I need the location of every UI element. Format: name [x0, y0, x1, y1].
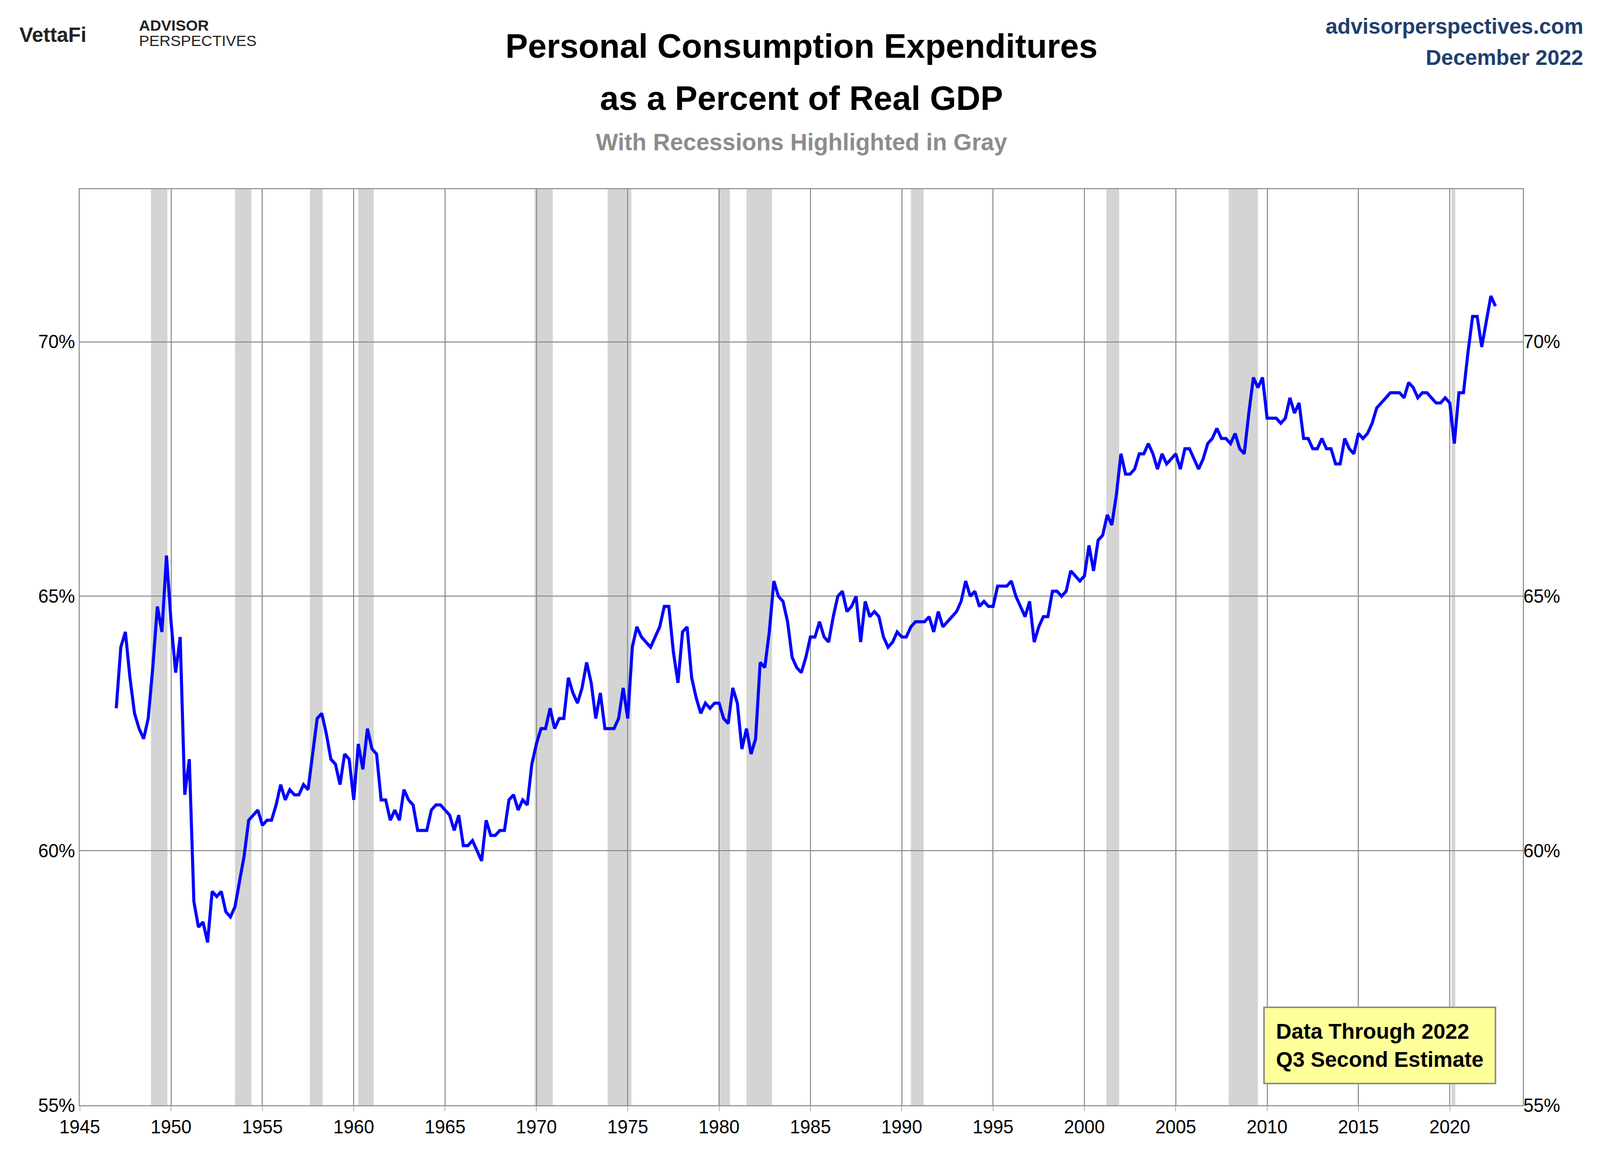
- svg-text:1960: 1960: [333, 1116, 375, 1138]
- svg-text:60%: 60%: [1523, 840, 1561, 862]
- svg-text:70%: 70%: [38, 331, 76, 353]
- svg-text:1965: 1965: [424, 1116, 466, 1138]
- svg-text:VettaFi: VettaFi: [19, 23, 87, 46]
- svg-text:2010: 2010: [1246, 1116, 1288, 1138]
- svg-text:65%: 65%: [1523, 585, 1561, 607]
- svg-text:1945: 1945: [59, 1116, 101, 1138]
- svg-text:65%: 65%: [38, 585, 76, 607]
- svg-text:1970: 1970: [516, 1116, 558, 1138]
- svg-text:1980: 1980: [698, 1116, 740, 1138]
- svg-text:2020: 2020: [1429, 1116, 1471, 1138]
- svg-text:advisorperspectives.com: advisorperspectives.com: [1325, 14, 1584, 39]
- svg-text:December 2022: December 2022: [1425, 45, 1584, 70]
- svg-text:PERSPECTIVES: PERSPECTIVES: [138, 32, 257, 50]
- svg-text:60%: 60%: [38, 840, 76, 862]
- svg-text:1990: 1990: [881, 1116, 923, 1138]
- svg-text:ADVISOR: ADVISOR: [138, 16, 210, 34]
- svg-text:2005: 2005: [1155, 1116, 1197, 1138]
- svg-text:Data Through 2022Q3 Second Est: Data Through 2022Q3 Second Estimate: [1276, 1018, 1484, 1072]
- svg-text:1985: 1985: [790, 1116, 831, 1138]
- svg-text:1995: 1995: [972, 1116, 1014, 1138]
- svg-text:2000: 2000: [1063, 1116, 1105, 1138]
- svg-text:With Recessions Highlighted in: With Recessions Highlighted in Gray: [595, 128, 1008, 156]
- svg-text:1955: 1955: [241, 1116, 283, 1138]
- svg-text:Personal Consumption Expenditu: Personal Consumption Expenditures: [505, 27, 1098, 65]
- svg-text:2015: 2015: [1337, 1116, 1379, 1138]
- svg-text:55%: 55%: [38, 1094, 76, 1116]
- svg-text:1975: 1975: [607, 1116, 648, 1138]
- svg-text:1950: 1950: [150, 1116, 192, 1138]
- svg-text:55%: 55%: [1523, 1094, 1561, 1116]
- svg-text:as a Percent of Real GDP: as a Percent of Real GDP: [599, 79, 1004, 118]
- svg-text:70%: 70%: [1523, 331, 1561, 353]
